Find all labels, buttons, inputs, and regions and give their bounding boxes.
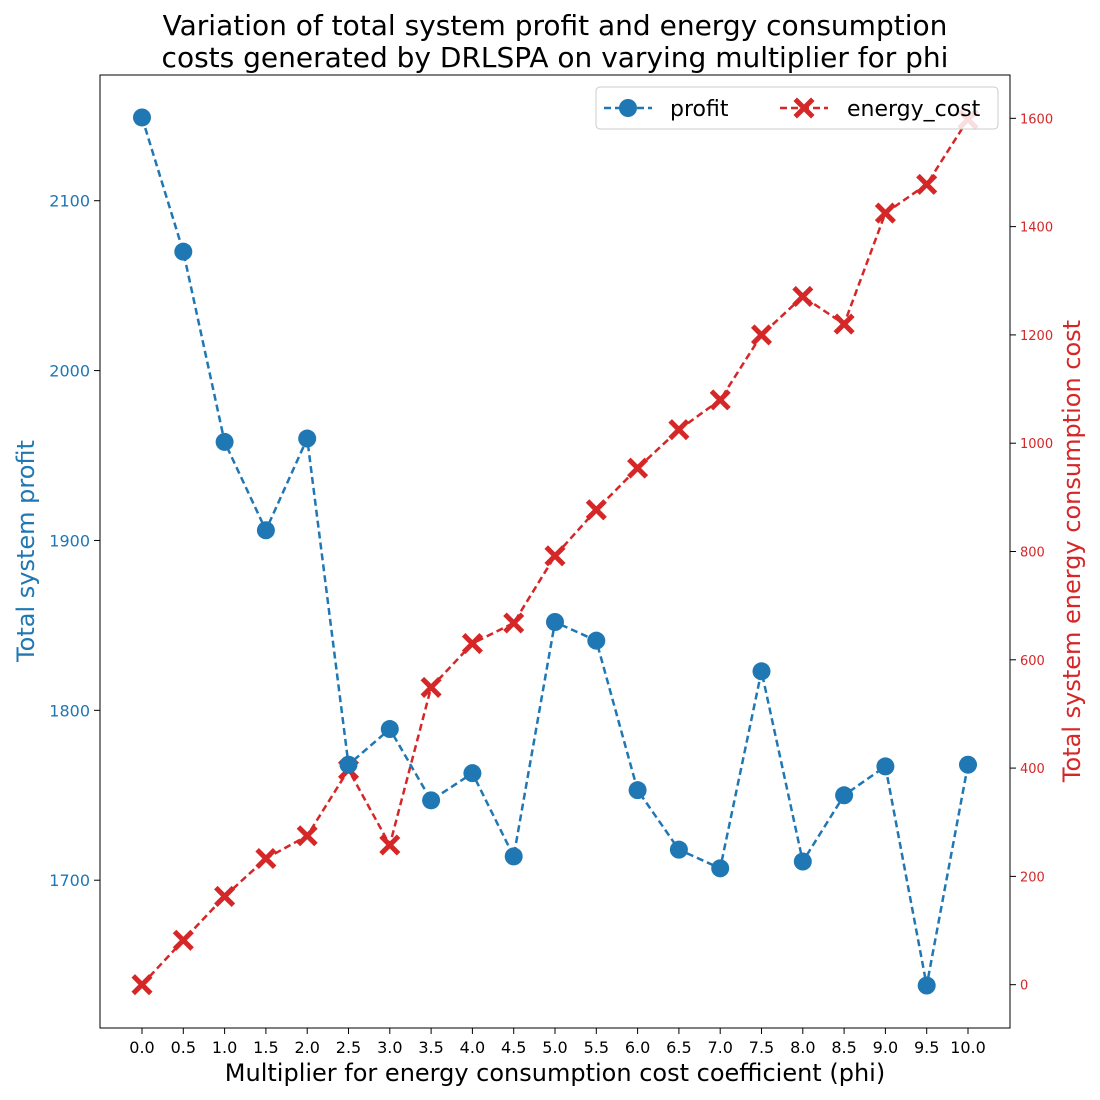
series-profit [133,108,977,995]
x-tick-label: 9.5 [914,1038,939,1057]
y-right-tick-label: 800 [1020,546,1045,561]
y-left-tick-label: 1800 [49,701,90,720]
profit-point [711,859,730,878]
profit-point [504,847,523,866]
energy-cost-point [792,285,814,307]
profit-point [752,662,771,681]
profit-point [876,757,895,776]
energy-cost-point [379,834,401,856]
profit-point [174,242,193,261]
x-tick-label: 5.0 [542,1038,567,1057]
x-axis-ticks: 0.0 0.5 1.0 1.5 2.0 2.5 3.0 3.5 4.0 4.5 5.0 5.5 6.0 6… [129,1028,986,1057]
legend-energy-marker [793,97,815,119]
chart-title-line1: Variation of total system profit and ene… [163,9,948,42]
profit-point [215,432,234,451]
profit-point [339,755,358,774]
profit-point [133,108,151,127]
legend: profit energy_cost [595,86,999,130]
y-right-tick-label: 200 [1020,870,1045,885]
series-energy-cost [131,108,979,996]
x-tick-label: 6.5 [666,1038,691,1057]
energy-cost-point [172,929,194,951]
energy-cost-point [916,173,938,195]
x-tick-label: 4.0 [460,1038,485,1057]
energy-cost-point [131,974,153,996]
x-tick-label: 3.0 [377,1038,402,1057]
y-right-axis-label: Total system energy consumption cost [1058,320,1086,783]
x-tick-label: 3.5 [418,1038,443,1057]
profit-point [298,429,317,448]
x-tick-label: 10.0 [950,1038,986,1057]
energy-cost-point [627,457,649,479]
x-tick-label: 2.5 [336,1038,361,1057]
energy-cost-point [750,324,773,346]
legend-profit-marker [619,99,637,117]
x-tick-label: 8.0 [790,1038,815,1057]
profit-point [917,976,936,995]
x-tick-label: 8.5 [831,1038,856,1057]
x-tick-label: 7.0 [707,1038,732,1057]
legend-energy-label: energy_cost [847,97,981,122]
x-tick-label: 0.0 [129,1038,154,1057]
x-tick-label: 1.5 [253,1038,278,1057]
x-tick-label: 7.5 [749,1038,774,1057]
x-tick-label: 2.0 [294,1038,319,1057]
profit-point [835,786,854,805]
x-tick-label: 1.0 [212,1038,237,1057]
profit-point [793,852,812,871]
y-left-axis-label: Total system profit [12,440,40,663]
x-tick-label: 4.5 [501,1038,526,1057]
x-tick-label: 0.5 [171,1038,196,1057]
energy-cost-point [833,313,855,335]
chart-title-line2: costs generated by DRLSPA on varying mul… [162,41,949,74]
y-right-tick-label: 400 [1020,762,1045,777]
energy-cost-point [461,633,483,655]
profit-point [256,521,275,540]
energy-cost-point [420,676,442,698]
energy-cost-point [668,419,690,441]
profit-point [380,720,399,739]
y-left-tick-label: 1900 [49,531,90,550]
energy-cost-point [296,825,318,847]
x-tick-label: 6.0 [625,1038,650,1057]
energy-cost-point [585,499,607,521]
y-left-axis-ticks: 1700 1800 1900 2000 2100 [49,192,100,890]
energy-cost-point [709,389,731,411]
y-right-axis-ticks: 0 200 400 600 800 1000 1200 1400 1600 [1010,112,1053,994]
x-tick-label: 5.5 [584,1038,609,1057]
y-left-tick-label: 2100 [49,192,90,211]
y-right-tick-label: 0 [1020,979,1028,994]
y-right-tick-label: 1200 [1020,329,1053,344]
profit-point [628,781,647,800]
profit-point [669,840,688,859]
energy-cost-point [874,202,896,224]
profit-point [587,631,606,650]
energy-cost-line [141,118,970,986]
energy-cost-point [503,612,525,634]
x-tick-label: 9.0 [873,1038,898,1057]
energy-cost-point [544,545,566,567]
y-right-tick-label: 1400 [1020,221,1053,236]
profit-point [422,791,441,810]
y-left-tick-label: 2000 [49,362,90,381]
profit-point [546,612,564,631]
y-right-tick-label: 600 [1020,654,1045,669]
y-right-tick-label: 1000 [1020,437,1053,452]
energy-cost-point [214,885,236,907]
legend-profit-label: profit [670,97,729,122]
profit-point [959,755,977,774]
x-axis-label: Multiplier for energy consumption cost c… [225,1059,885,1087]
profit-point [463,764,482,783]
y-left-tick-label: 1700 [49,871,90,890]
y-right-tick-label: 1600 [1020,112,1053,127]
energy-cost-point [255,847,277,870]
